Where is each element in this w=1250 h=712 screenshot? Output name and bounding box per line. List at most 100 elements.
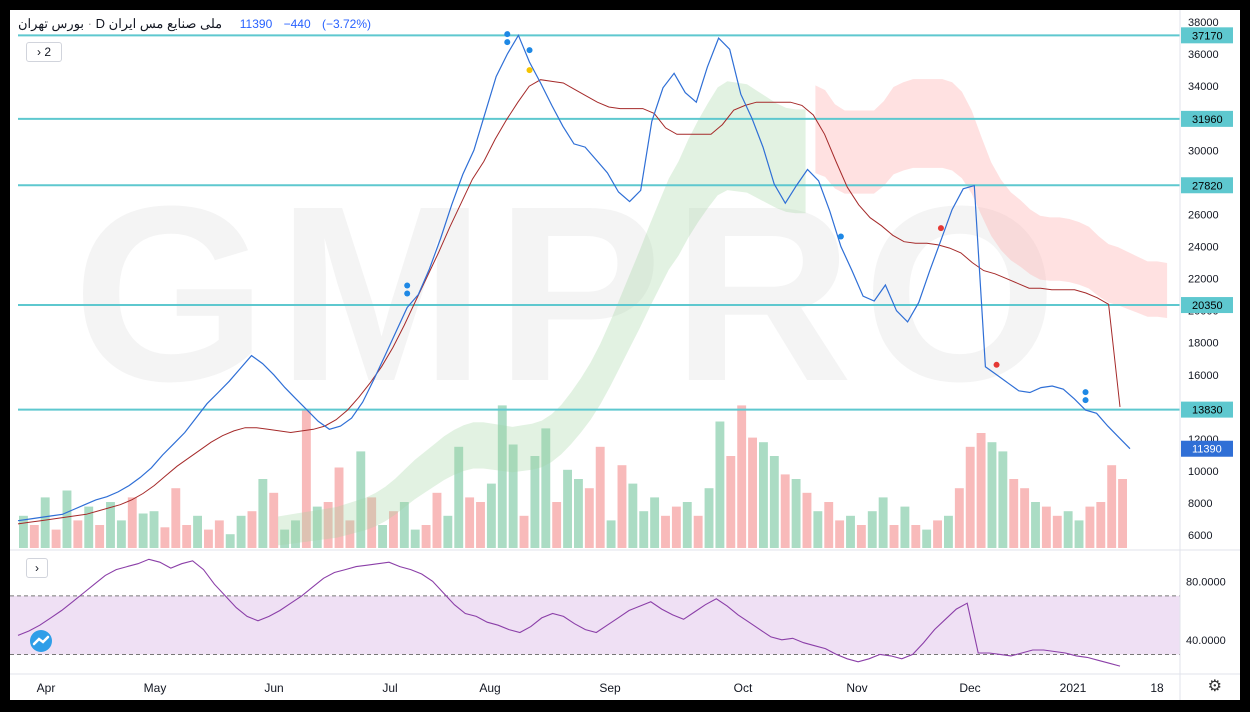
time-axis-label: Jun bbox=[264, 681, 283, 695]
volume-bar bbox=[465, 497, 475, 548]
chart-frame: GMPRO Apr May Jun Jul Aug Sep Oct Nov Dec 2021 18 … bbox=[10, 10, 1240, 700]
time-axis-label: Sep bbox=[599, 681, 621, 695]
volume-bar bbox=[780, 474, 790, 548]
volume-bar bbox=[889, 525, 899, 548]
volume-bar bbox=[802, 492, 812, 548]
volume-bar bbox=[149, 511, 159, 548]
signal-marker bbox=[937, 225, 944, 232]
legend-values: 11390 −440 (−3.72%) bbox=[240, 17, 379, 31]
volume-bar bbox=[182, 525, 192, 548]
volume-bar bbox=[976, 433, 986, 548]
signal-marker bbox=[526, 67, 533, 74]
volume-bar bbox=[291, 520, 300, 548]
volume-bar bbox=[1009, 479, 1019, 548]
volume-bar bbox=[29, 525, 39, 548]
volume-bar bbox=[584, 488, 594, 548]
volume-bar bbox=[19, 515, 28, 548]
volume-bar bbox=[247, 511, 257, 548]
level-axis-badge bbox=[1181, 297, 1233, 314]
volume-bar bbox=[954, 488, 964, 548]
volume-bar bbox=[791, 479, 801, 548]
price-axis-tick-label: 38000 bbox=[1188, 17, 1219, 29]
volume-bar bbox=[944, 515, 953, 548]
volume-bar bbox=[204, 529, 213, 548]
volume-bar bbox=[193, 515, 202, 548]
price-axis-tick-label: 10000 bbox=[1188, 466, 1219, 478]
signal-marker bbox=[504, 31, 511, 38]
volume-bar bbox=[650, 497, 660, 548]
settings-gear-icon[interactable]: ⚙ bbox=[1207, 678, 1222, 695]
level-axis-badge bbox=[1181, 177, 1233, 194]
rsi-line bbox=[17, 558, 1121, 667]
volume-bar bbox=[911, 525, 921, 548]
volume-bar bbox=[345, 520, 355, 548]
time-axis-label: Nov bbox=[846, 681, 867, 695]
collapse-indicators-button[interactable]: › 2 bbox=[26, 42, 62, 62]
price-axis-tick-label: 8000 bbox=[1188, 498, 1212, 510]
time-axis-label: Jul bbox=[382, 681, 397, 695]
volume-bar bbox=[1096, 502, 1106, 548]
volume-bar bbox=[867, 511, 877, 548]
legend-interval[interactable]: D bbox=[95, 16, 106, 31]
rsi-axis: 40.0000 80.0000 bbox=[1186, 576, 1226, 647]
volume-bar bbox=[389, 511, 398, 548]
volume-bar bbox=[399, 502, 409, 548]
volume-bar bbox=[84, 506, 94, 548]
volume-bar bbox=[878, 497, 888, 548]
volume-bar bbox=[127, 497, 137, 548]
last-price-badge bbox=[1181, 440, 1233, 457]
volume-bar bbox=[856, 525, 866, 548]
volume-bar bbox=[312, 506, 322, 548]
price-axis-tick-label: 16000 bbox=[1188, 370, 1219, 382]
volume-bar bbox=[171, 488, 181, 548]
rsi-pane bbox=[10, 558, 1180, 667]
volume-bar bbox=[106, 502, 115, 548]
volume-bar bbox=[748, 437, 757, 548]
expand-rsi-button[interactable]: › bbox=[26, 558, 48, 578]
volume-bar bbox=[574, 479, 583, 548]
volume-bar bbox=[900, 506, 910, 548]
volume-bar bbox=[661, 515, 670, 548]
volume-bar bbox=[138, 513, 148, 548]
volume-bar bbox=[410, 529, 420, 548]
indicator-count: 2 bbox=[44, 45, 52, 59]
level-axis-badge bbox=[1181, 401, 1233, 418]
volume-bar bbox=[225, 534, 235, 548]
volume-bar bbox=[73, 520, 83, 548]
tradingview-logo-icon[interactable] bbox=[30, 630, 52, 652]
price-axis-tick-label: 22000 bbox=[1188, 274, 1219, 286]
legend-symbol[interactable]: ملی صنایع مس ایران bbox=[108, 16, 223, 31]
volume-bar bbox=[367, 497, 377, 548]
level-axis-label: 13830 bbox=[1192, 405, 1223, 417]
volume-bar bbox=[628, 483, 638, 548]
time-axis-label: 2021 bbox=[1060, 681, 1087, 695]
volume-bar bbox=[269, 492, 279, 548]
series-baseline-line bbox=[17, 79, 1121, 525]
signal-marker bbox=[404, 290, 411, 297]
volume-bar bbox=[378, 525, 387, 548]
time-axis-label: 18 bbox=[1150, 681, 1164, 695]
volume-bar bbox=[1107, 465, 1117, 548]
volume-bar bbox=[606, 520, 616, 548]
volume-bar bbox=[519, 515, 529, 548]
volume-bar bbox=[62, 490, 72, 548]
price-axis: 6000800010000120001400016000180002000022… bbox=[1181, 17, 1233, 542]
volume-bar bbox=[922, 529, 932, 548]
volume-bar bbox=[769, 456, 779, 548]
level-axis-label: 27820 bbox=[1192, 180, 1223, 192]
volume-bar bbox=[759, 442, 768, 548]
time-axis-label: Apr bbox=[37, 681, 56, 695]
volume-bar bbox=[563, 469, 572, 548]
signal-marker bbox=[504, 39, 511, 46]
volume-bar bbox=[95, 525, 105, 548]
price-axis-tick-label: 26000 bbox=[1188, 209, 1219, 221]
watermark-text: GMPRO bbox=[73, 154, 1067, 433]
chevron-right-icon: › bbox=[35, 561, 39, 575]
volume-bar bbox=[617, 465, 627, 548]
volume-bar bbox=[965, 446, 975, 548]
volume-bar bbox=[1118, 479, 1127, 548]
price-axis-tick-label: 34000 bbox=[1188, 81, 1219, 93]
volume-bar bbox=[236, 515, 246, 548]
level-axis-badge bbox=[1181, 27, 1233, 44]
volume-bar bbox=[116, 520, 126, 548]
